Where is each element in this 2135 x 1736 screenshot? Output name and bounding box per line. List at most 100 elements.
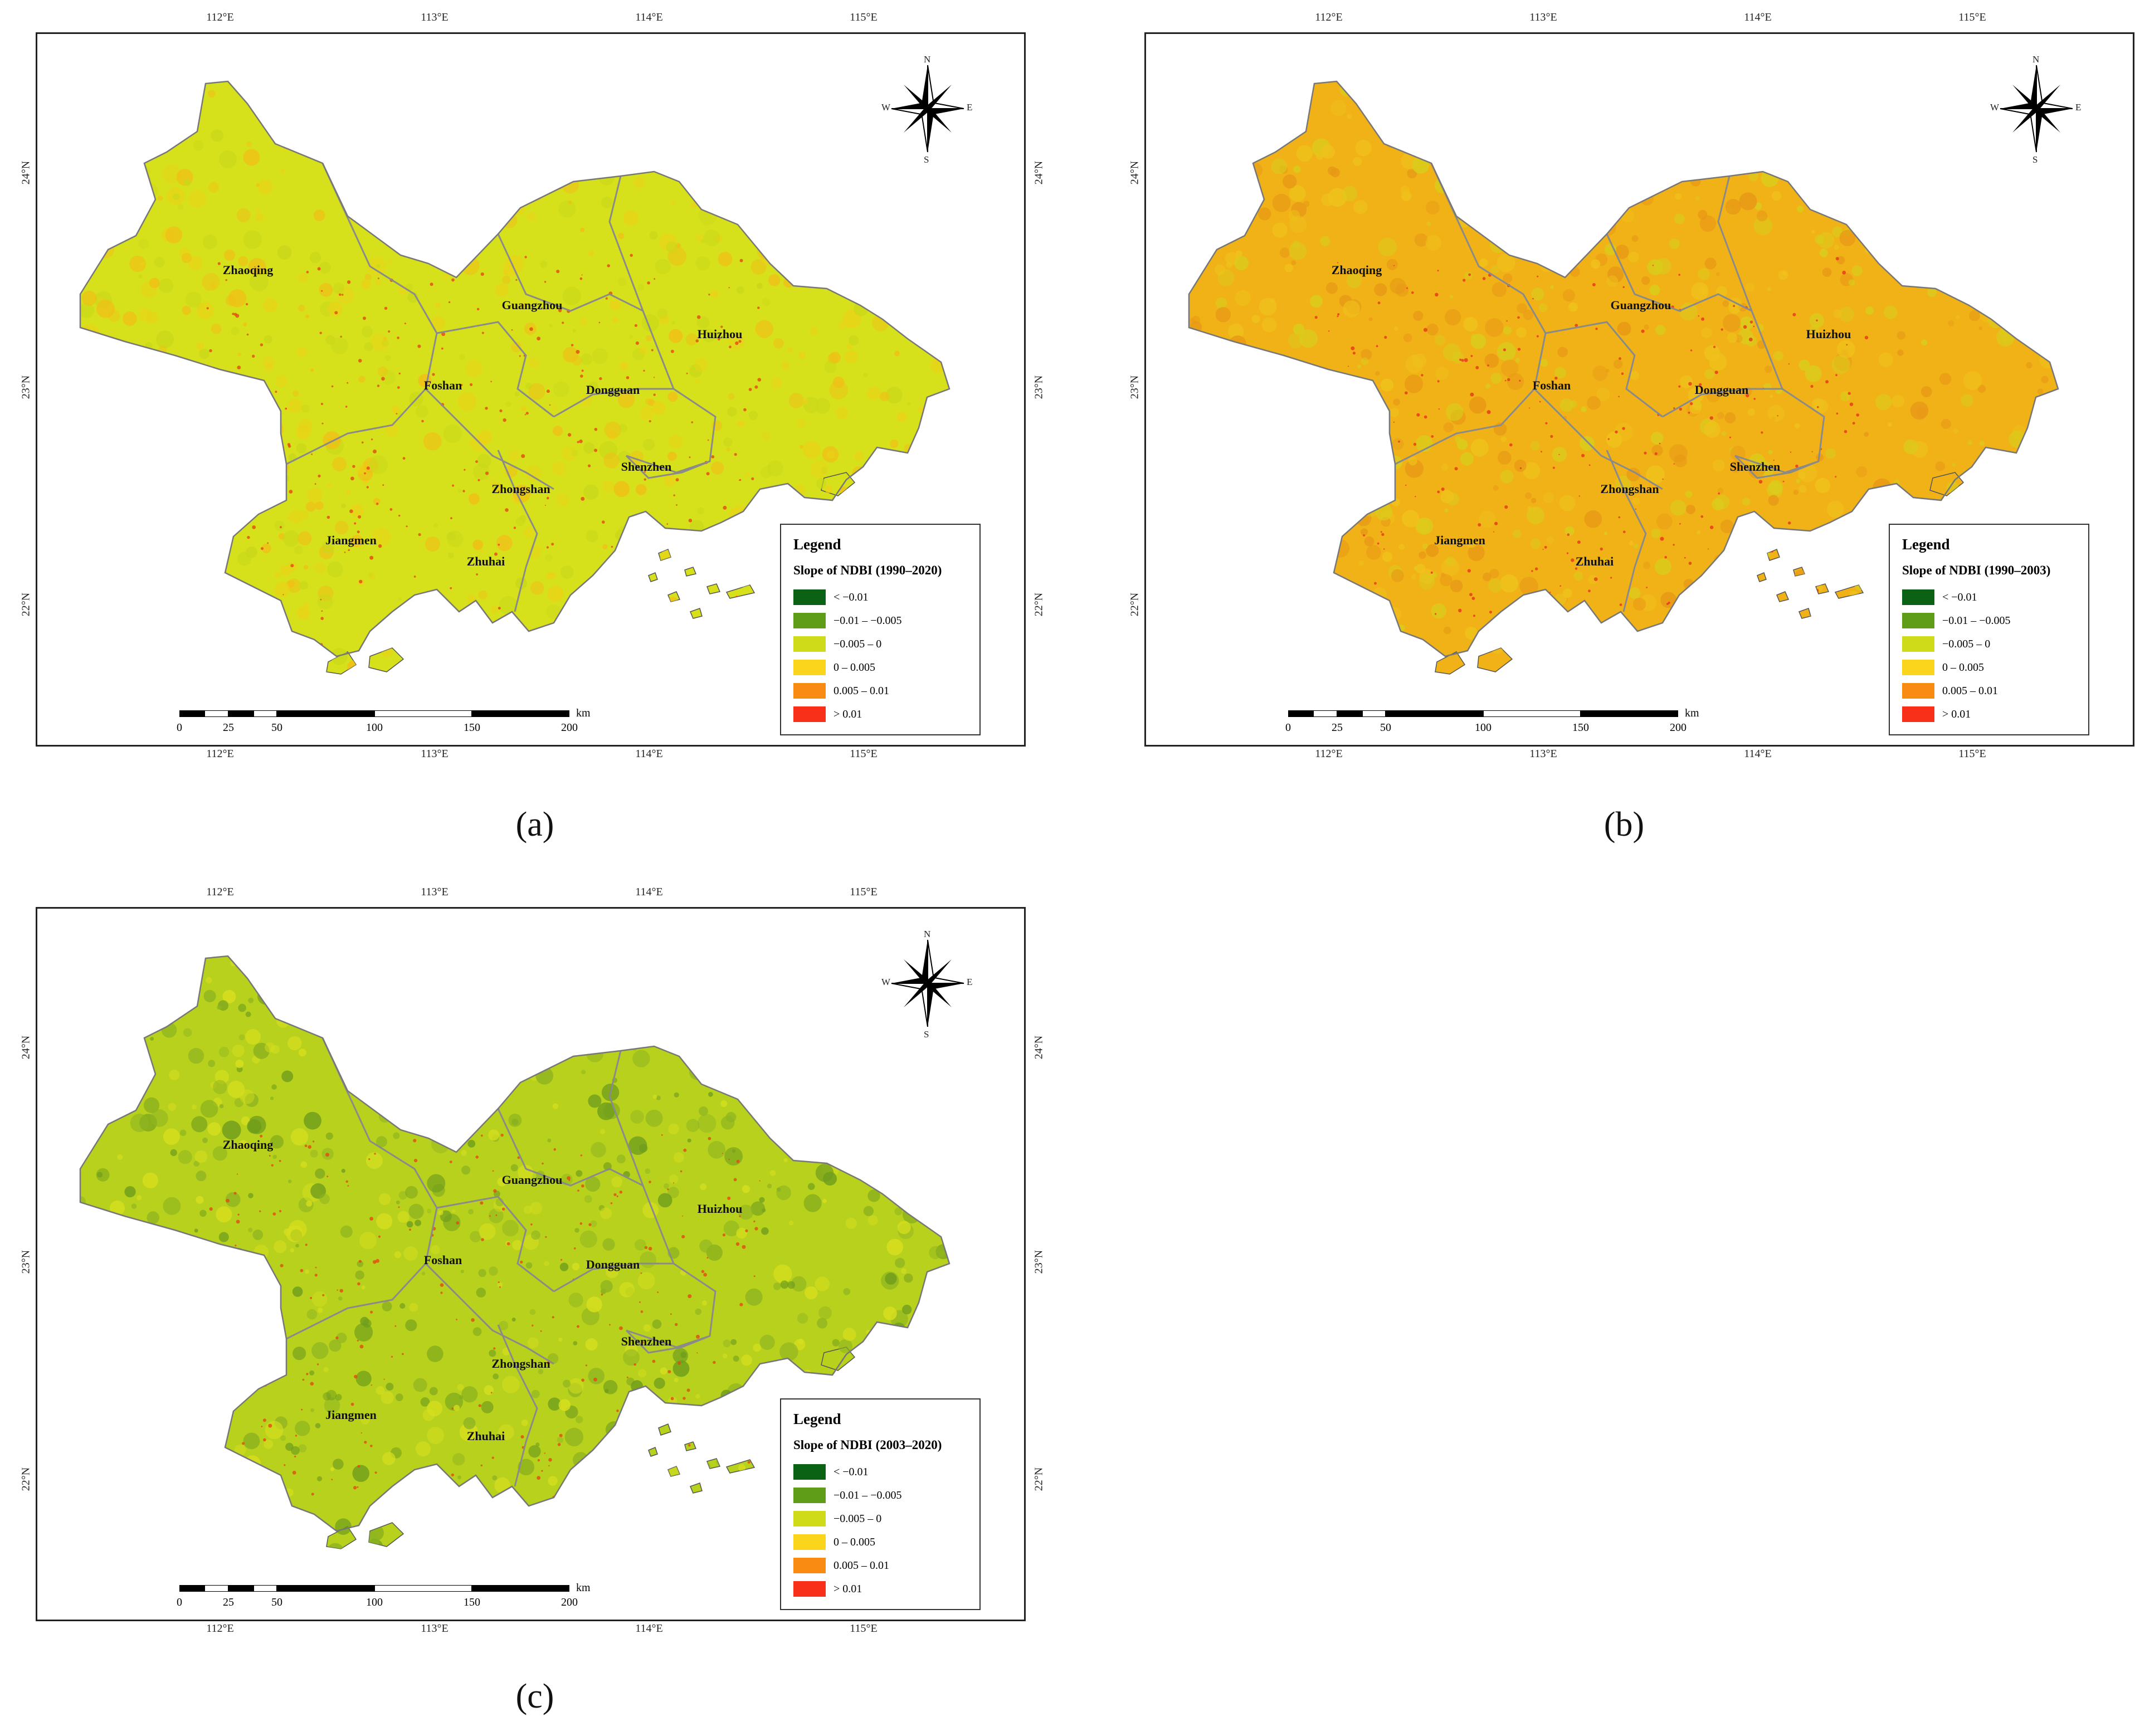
island xyxy=(1798,608,1811,619)
scale-unit: km xyxy=(1685,707,1699,719)
legend: Legend Slope of NDBI (1990–2003) < −0.01 −0… xyxy=(1889,524,2089,735)
scale-tick-label: 200 xyxy=(1670,721,1686,734)
scale-bar: 0 25 50 100 150 200 km xyxy=(177,1582,591,1608)
north-arrow: N S W E xyxy=(880,928,975,1040)
legend-swatch xyxy=(1902,589,1934,605)
scale-segment xyxy=(204,1585,228,1592)
legend-item-label: 0.005 – 0.01 xyxy=(833,684,889,697)
latitude-label: 23°N xyxy=(1032,375,1045,399)
legend-item-label: −0.005 – 0 xyxy=(833,637,882,650)
island xyxy=(690,1483,703,1494)
city-label: Foshan xyxy=(423,1253,462,1267)
scale-tick-label: 150 xyxy=(1572,721,1589,734)
legend-item-label: > 0.01 xyxy=(1942,708,1971,720)
city-label: Guangzhou xyxy=(501,1173,563,1187)
compass-w-label: W xyxy=(1990,102,2000,113)
city-boundary xyxy=(1662,388,1825,474)
latitude-label: 22°N xyxy=(1128,592,1141,617)
scale-segment xyxy=(472,710,569,717)
longitude-label: 113°E xyxy=(1529,11,1557,23)
scale-tick-label: 50 xyxy=(271,1596,282,1608)
latitude-label: 22°N xyxy=(20,592,32,617)
city-boundary xyxy=(1734,455,1819,479)
region-outline xyxy=(79,955,950,1532)
compass-e-label: E xyxy=(2075,102,2082,113)
scale-tick-label: 0 xyxy=(1285,721,1291,734)
island xyxy=(1757,572,1767,582)
region-outline xyxy=(1188,80,2059,657)
island xyxy=(684,567,697,577)
legend-item: 0.005 – 0.01 xyxy=(1902,679,2076,703)
city-boundary xyxy=(1606,233,1783,389)
scale-segment xyxy=(254,1585,277,1592)
scale-bar: 0 25 50 100 150 200 km xyxy=(177,707,591,734)
longitude-label: 113°E xyxy=(421,748,449,760)
island xyxy=(658,1423,671,1436)
scale-segment xyxy=(1288,710,1313,717)
longitude-label: 115°E xyxy=(850,1622,878,1635)
legend-item: 0.005 – 0.01 xyxy=(793,1554,967,1577)
longitude-label: 112°E xyxy=(206,748,234,760)
scale-segment xyxy=(277,1585,374,1592)
longitude-label: 113°E xyxy=(1529,748,1557,760)
map-panel: 112°E 112°E 113°E 113°E 114°E 114°E 115°E 115°E… xyxy=(0,875,1070,1671)
ndbi-slope-map xyxy=(1188,80,2059,675)
legend-item: 0 – 0.005 xyxy=(793,1530,967,1554)
scale-tick-label: 25 xyxy=(223,721,234,734)
legend-title: Legend xyxy=(793,536,841,553)
latitude-label: 24°N xyxy=(20,1035,32,1060)
longitude-label: 114°E xyxy=(1744,11,1772,23)
latitude-label: 24°N xyxy=(1128,160,1141,185)
city-label: Jiangmen xyxy=(325,533,377,547)
city-label: Zhongshan xyxy=(491,1357,550,1371)
scale-tick-label: 0 xyxy=(177,1596,182,1608)
city-boundary xyxy=(625,1329,710,1354)
scale-bar: 0 25 50 100 150 200 km xyxy=(1285,707,1699,734)
compass-e-label: E xyxy=(967,102,973,113)
legend-item: 0.005 – 0.01 xyxy=(793,679,967,703)
city-label: Huizhou xyxy=(1806,327,1851,341)
city-boundary xyxy=(286,163,438,465)
legend: Legend Slope of NDBI (1990–2020) < −0.01 −0… xyxy=(780,524,981,735)
legend-swatch xyxy=(793,1534,826,1550)
panel-label: (c) xyxy=(515,1678,554,1715)
legend-item: −0.005 – 0 xyxy=(793,1507,967,1530)
city-label: Zhuhai xyxy=(466,554,505,568)
compass-e-label: E xyxy=(967,977,973,987)
longitude-label: 113°E xyxy=(421,11,449,23)
city-label: Guangzhou xyxy=(1610,298,1671,312)
scale-tick-label: 0 xyxy=(177,721,182,734)
scale-tick-label: 25 xyxy=(223,1596,234,1608)
island xyxy=(684,1441,697,1451)
longitude-label: 112°E xyxy=(206,1622,234,1635)
legend-swatch xyxy=(793,660,826,675)
scale-segment xyxy=(1337,710,1362,717)
legend-item: > 0.01 xyxy=(793,703,967,726)
city-boundary xyxy=(1533,388,1663,490)
city-label: Jiangmen xyxy=(1434,533,1485,547)
city-boundary xyxy=(436,1196,554,1293)
legend-item: −0.01 – −0.005 xyxy=(1902,609,2076,632)
legend-item: < −0.01 xyxy=(793,586,967,609)
legend-subtitle: Slope of NDBI (1990–2020) xyxy=(793,563,942,577)
scale-segment xyxy=(1386,710,1483,717)
legend-item: −0.005 – 0 xyxy=(1902,632,2076,656)
city-label: Jiangmen xyxy=(325,1408,377,1422)
city-label: Shenzhen xyxy=(621,1334,672,1348)
legend-item-label: 0.005 – 0.01 xyxy=(1942,684,1998,697)
scale-tick-label: 150 xyxy=(464,1596,480,1608)
city-label: Zhuhai xyxy=(466,1429,505,1443)
city-boundary xyxy=(436,321,554,418)
legend-swatch xyxy=(1902,613,1934,628)
island xyxy=(648,572,658,582)
latitude-label: 24°N xyxy=(1032,1035,1045,1060)
city-boundary xyxy=(425,1262,554,1365)
longitude-label: 114°E xyxy=(635,886,663,898)
legend-item-label: 0 – 0.005 xyxy=(1942,661,1984,674)
city-label: Zhaoqing xyxy=(222,263,274,277)
city-label: Zhongshan xyxy=(491,482,550,496)
longitude-label: 113°E xyxy=(421,1622,449,1635)
city-boundary xyxy=(553,1262,716,1348)
legend-swatch xyxy=(793,1511,826,1527)
island xyxy=(1776,591,1790,602)
